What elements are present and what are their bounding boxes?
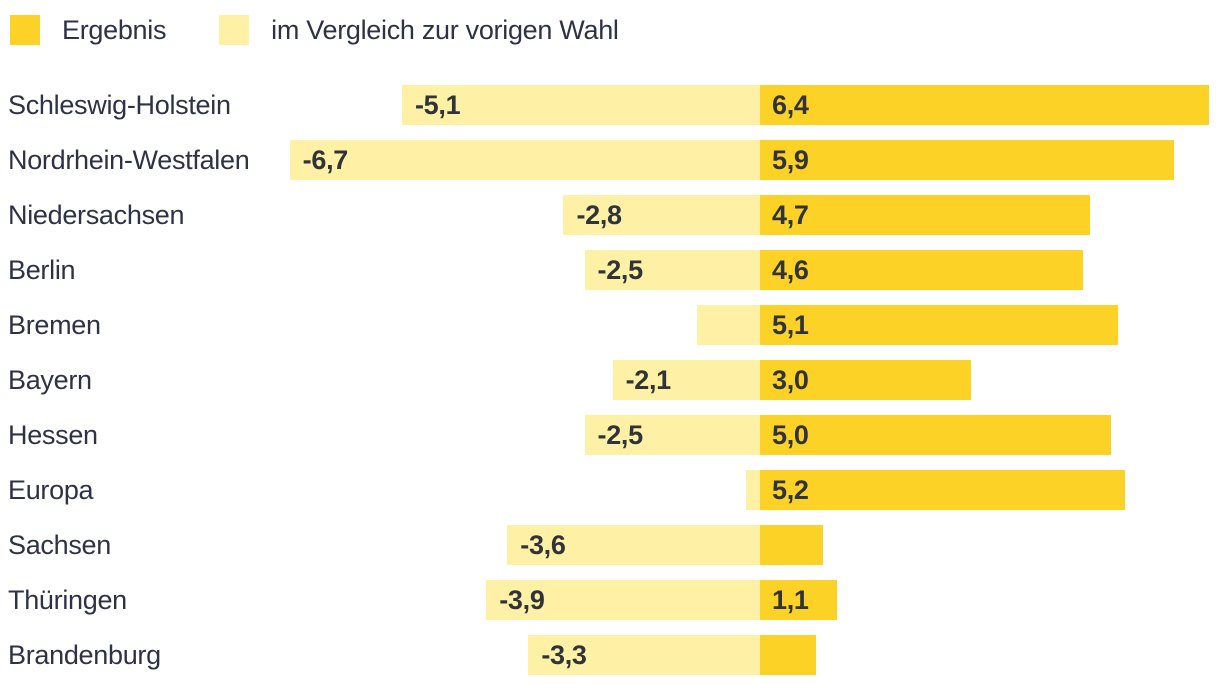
change-value-label: -3,9	[499, 585, 545, 615]
legend-label-change: im Vergleich zur vorigen Wahl	[271, 15, 619, 45]
change-bar	[696, 305, 760, 345]
category-label: Niedersachsen	[8, 200, 185, 230]
result-bar: 3,0	[760, 360, 971, 400]
change-value-label: -3,3	[541, 640, 587, 670]
result-bar: 4,6	[760, 250, 1083, 290]
legend: Ergebnis im Vergleich zur vorigen Wahl	[10, 15, 619, 45]
result-bar: 5,1	[760, 305, 1119, 345]
category-label: Bayern	[8, 365, 92, 395]
category-label: Thüringen	[8, 585, 127, 615]
result-value-label: 4,7	[772, 200, 809, 230]
change-value-label: -2,5	[597, 420, 644, 450]
result-value-label: 1,1	[772, 585, 809, 615]
legend-item-change: im Vergleich zur vorigen Wahl	[219, 15, 619, 45]
category-label: Berlin	[8, 255, 76, 285]
result-value-label: 5,9	[772, 145, 809, 175]
change-value-label: -2,1	[625, 365, 672, 395]
result-value-label: 5,2	[772, 475, 809, 505]
change-color-swatch	[219, 15, 250, 45]
category-label: Europa	[8, 475, 94, 505]
change-bar: -5,1	[401, 85, 760, 125]
change-bar: -2,5	[584, 415, 760, 455]
category-label: Bremen	[8, 310, 101, 340]
result-value-label: 5,1	[772, 310, 809, 340]
change-bar: -2,5	[584, 250, 760, 290]
result-color-swatch	[10, 15, 40, 45]
result-value-label: 3,0	[772, 365, 809, 395]
legend-label-result: Ergebnis	[62, 15, 167, 45]
change-value-label: -5,1	[414, 90, 461, 120]
category-label: Brandenburg	[8, 640, 161, 670]
result-bar: 5,9	[760, 140, 1175, 180]
result-value-label: 4,6	[772, 255, 809, 285]
change-value-label: -2,5	[597, 255, 644, 285]
category-label: Schleswig-Holstein	[8, 90, 231, 120]
category-label: Hessen	[8, 420, 98, 450]
change-value-label: -6,7	[302, 145, 349, 175]
change-bar: -2,1	[612, 360, 760, 400]
category-label: Nordrhein-Westfalen	[8, 145, 250, 175]
result-bar: 4,7	[760, 195, 1090, 235]
result-bar: 1,1	[760, 580, 838, 620]
result-bar	[760, 525, 824, 565]
result-value-label: 6,4	[772, 90, 809, 120]
change-bar: -3,9	[486, 580, 760, 620]
change-bar	[745, 470, 760, 510]
change-value-label: -2,8	[576, 200, 622, 230]
result-bar	[760, 635, 817, 675]
change-bar: -3,6	[507, 525, 760, 565]
result-bar: 5,2	[760, 470, 1126, 510]
change-bar: -6,7	[289, 140, 760, 180]
category-label: Sachsen	[8, 530, 111, 560]
result-value-label: 5,0	[772, 420, 809, 450]
change-bar: -3,3	[528, 635, 760, 675]
change-value-label: -3,6	[520, 530, 566, 560]
legend-item-result: Ergebnis	[10, 15, 166, 45]
result-bar: 6,4	[760, 85, 1210, 125]
result-bar: 5,0	[760, 415, 1111, 455]
change-bar: -2,8	[563, 195, 760, 235]
